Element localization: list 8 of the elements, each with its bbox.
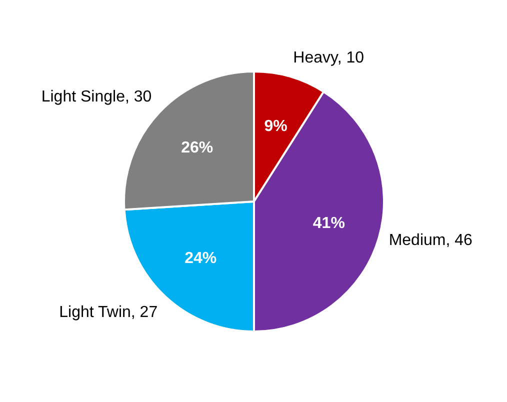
data-label: 9% [264,118,288,136]
slice-label: Light Single, 30 [41,88,152,106]
data-label: 26% [181,140,214,157]
slice-label: Light Twin, 27 [59,304,158,321]
slice-label: Medium, 46 [388,232,473,250]
data-label: 41% [312,214,345,232]
data-label: 24% [184,250,217,267]
slice-label: Heavy, 10 [293,50,364,67]
